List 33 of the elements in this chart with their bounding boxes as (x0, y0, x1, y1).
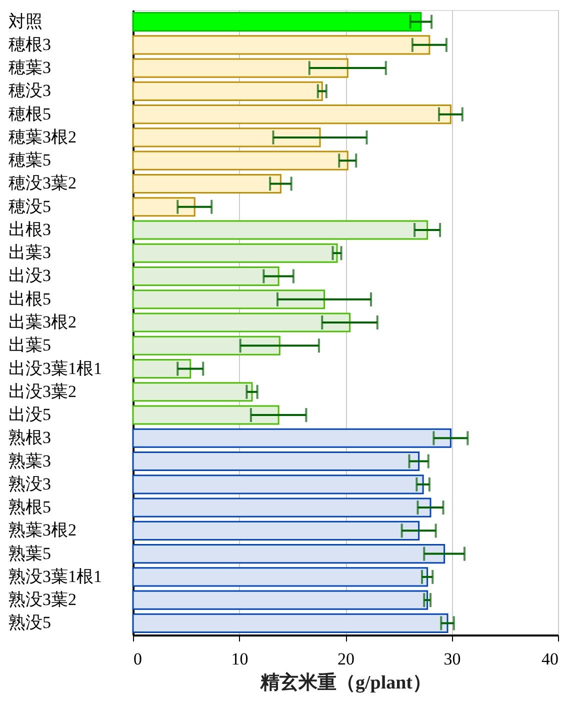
y-tick-label: 出根3 (8, 220, 51, 239)
y-tick-label: 穂根3 (8, 34, 51, 54)
y-tick-label: 出没3 (8, 266, 51, 286)
y-tick-label: 穂没3 (8, 81, 51, 100)
x-tick-label: 20 (338, 650, 354, 668)
y-tick-label: 出没3葉2 (8, 382, 76, 401)
y-tick-label: 穂葉3 (8, 58, 51, 78)
y-tick-label: 熟根3 (8, 428, 51, 448)
y-tick-label: 出葉3 (8, 243, 51, 262)
y-tick-label: 対照 (8, 12, 42, 31)
y-tick-label: 熟葉3 (8, 451, 51, 470)
x-tick-label: 10 (231, 650, 248, 668)
y-tick-label: 熟没3 (8, 474, 51, 494)
x-tick-label: 40 (542, 650, 558, 668)
x-tick-label: 30 (444, 650, 461, 668)
y-tick-label: 穂没5 (8, 196, 51, 216)
y-tick-label: 出根5 (8, 289, 51, 308)
x-axis-title: 精玄米重（g/plant） (259, 672, 432, 694)
y-tick-label: 熟葉5 (8, 544, 51, 563)
y-tick-label: 出没3葉1根1 (8, 358, 102, 378)
y-tick-label: 穂葉3根2 (8, 127, 76, 146)
y-tick-label: 穂根5 (8, 104, 51, 124)
y-tick-label: 穂葉5 (8, 150, 51, 170)
y-tick-label: 熟没3葉2 (8, 590, 76, 610)
y-tick-label: 熟葉3根2 (8, 520, 76, 540)
y-tick-label: 熟没5 (8, 613, 51, 632)
y-tick-label: 出没5 (8, 405, 51, 424)
y-tick-label: 熟根5 (8, 498, 51, 517)
y-tick-label: 出葉5 (8, 336, 51, 355)
x-tick-label: 0 (134, 650, 142, 668)
y-tick-label: 出葉3根2 (8, 312, 76, 332)
y-tick-label: 熟没3葉1根1 (8, 566, 102, 586)
y-tick-label: 穂没3葉2 (8, 174, 76, 193)
